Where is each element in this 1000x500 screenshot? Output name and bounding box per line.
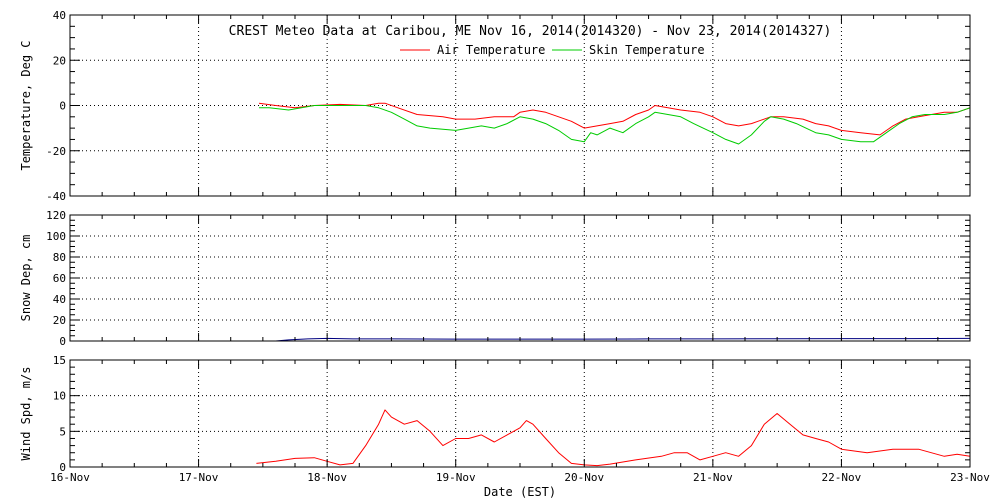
plot-frame — [69, 359, 971, 468]
x-tick-label: 18-Nov — [307, 471, 347, 484]
y-axis-title-temperature: Temperature, Deg C — [19, 40, 33, 170]
x-tick-label: 16-Nov — [50, 471, 90, 484]
y-tick-label: 5 — [59, 425, 66, 438]
y-tick-label: 0 — [59, 335, 66, 348]
x-tick-label: 17-Nov — [179, 471, 219, 484]
y-tick-label: 100 — [46, 230, 66, 243]
x-tick-label: 23-Nov — [950, 471, 990, 484]
y-tick-label: 0 — [59, 100, 66, 113]
y-tick-label: 60 — [53, 272, 66, 285]
y-tick-label: 40 — [53, 9, 66, 22]
y-tick-label: -20 — [46, 145, 66, 158]
series-line-skin-temperature — [259, 105, 971, 145]
panel-temperature: -40 -20 0 20 40 Temperature, Deg C — [19, 9, 971, 203]
x-tick-label: 22-Nov — [822, 471, 862, 484]
y-tick-label: 120 — [46, 209, 66, 222]
y-axis-title-snow-depth: Snow Dep, cm — [19, 235, 33, 322]
legend-label-skin-temperature: Skin Temperature — [589, 43, 705, 57]
y-tick-label: 40 — [53, 293, 66, 306]
x-axis-title: Date (EST) — [484, 485, 556, 499]
y-tick-label: 10 — [53, 390, 66, 403]
y-tick-label: -40 — [46, 190, 66, 203]
panel-snow_depth: 0 20 40 60 80 100 120 Snow Dep, cm — [19, 209, 971, 348]
y-tick-label: 20 — [53, 54, 66, 67]
x-tick-label: 21-Nov — [693, 471, 733, 484]
x-tick-label: 20-Nov — [564, 471, 604, 484]
y-tick-label: 0 — [59, 461, 66, 474]
y-axis-title-wind-speed: Wind Spd, m/s — [19, 367, 33, 461]
x-tick-label: 19-Nov — [436, 471, 476, 484]
panel-wind_speed: 0 5 10 15 Wind Spd, m/s — [19, 354, 971, 474]
series-line-air-temperature — [258, 102, 971, 136]
legend: Air Temperature Skin Temperature — [400, 43, 705, 57]
series-line-wind-speed-series — [256, 409, 971, 467]
chart-title: CREST Meteo Data at Caribou, ME Nov 16, … — [229, 24, 832, 39]
legend-label-air-temperature: Air Temperature — [437, 43, 545, 57]
y-tick-label: 80 — [53, 251, 66, 264]
y-tick-label: 15 — [53, 354, 66, 367]
y-tick-label: 20 — [53, 314, 66, 327]
